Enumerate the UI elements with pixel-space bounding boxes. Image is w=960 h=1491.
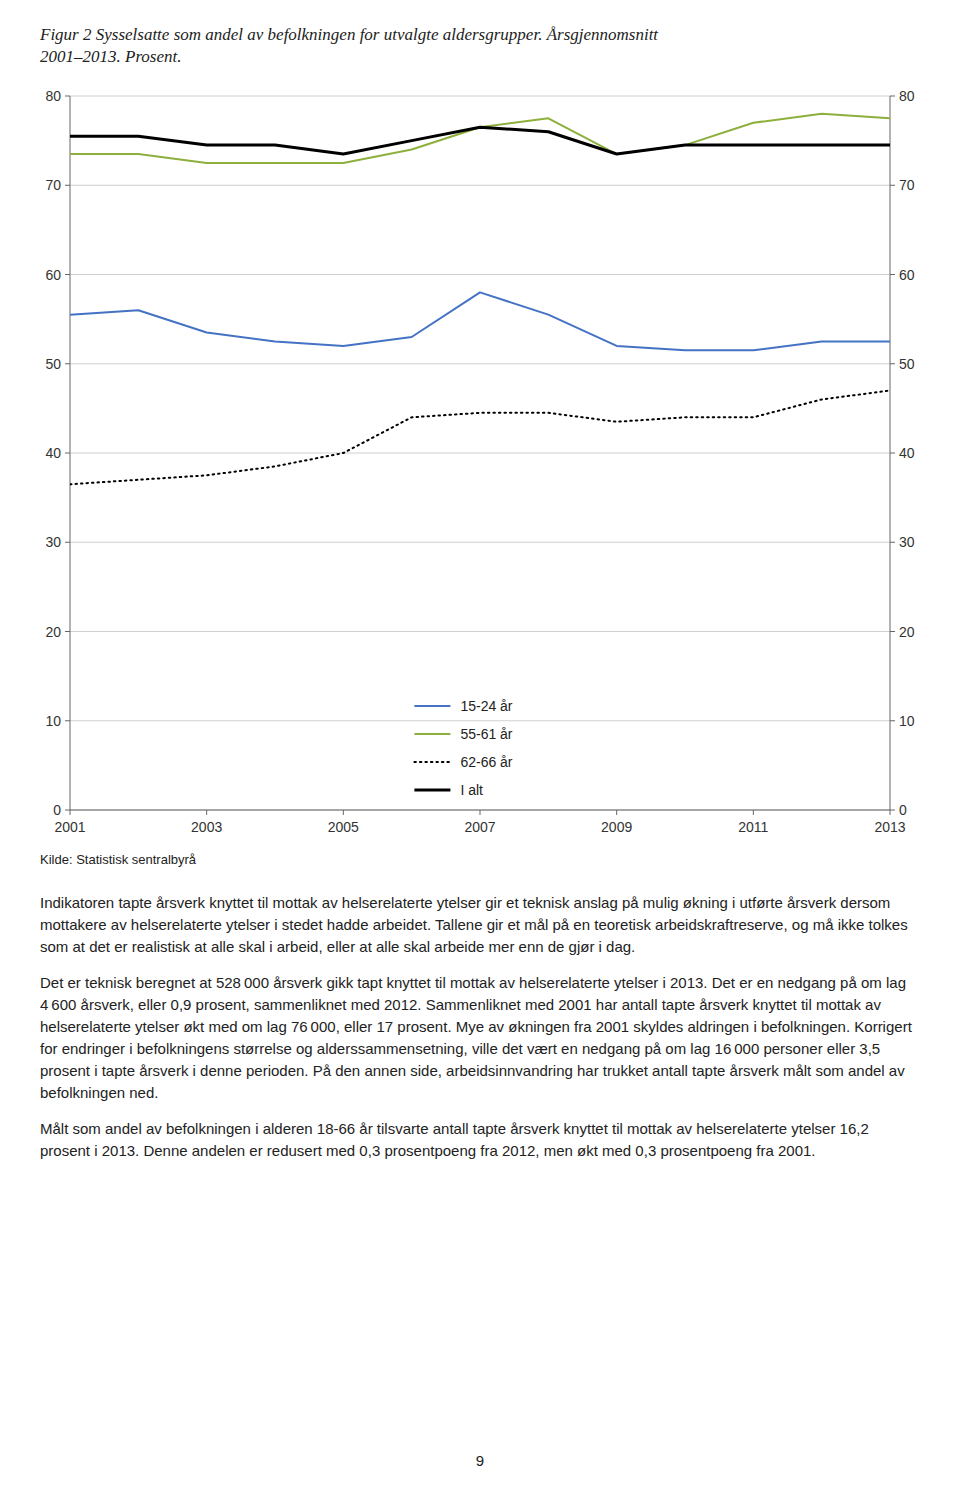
y-tick: [65, 810, 70, 811]
y2-tick: [890, 542, 895, 543]
series-line: [70, 127, 890, 154]
x-tick: [343, 810, 344, 815]
y-tick-label: 60: [45, 267, 61, 283]
legend-swatch: [414, 761, 450, 763]
y2-tick: [890, 363, 895, 364]
page: Figur 2 Sysselsatte som andel av befolkn…: [0, 0, 960, 1491]
y-tick-label: 30: [45, 534, 61, 550]
x-tick: [616, 810, 617, 815]
axes: 0 10 20 30 40 50 60 70 80 0 10 20 30 40 50 60 70 80 2001 20…: [45, 88, 914, 835]
y-tick: [65, 453, 70, 454]
y-tick-label: 40: [45, 445, 61, 461]
chart-subtitle: 2001–2013. Prosent.: [40, 46, 920, 68]
legend-label: I alt: [460, 782, 483, 798]
y2-tick-label: 50: [899, 356, 915, 372]
y-tick: [65, 542, 70, 543]
y-tick: [65, 720, 70, 721]
y2-tick: [890, 631, 895, 632]
y-tick: [65, 185, 70, 186]
grid-line: [70, 720, 890, 721]
x-tick: [480, 810, 481, 815]
y-tick-label: 10: [45, 713, 61, 729]
legend-label: 55-61 år: [460, 726, 512, 742]
x-tick: [206, 810, 207, 815]
page-number: 9: [0, 1452, 960, 1469]
grid-line: [70, 453, 890, 454]
y-tick: [65, 274, 70, 275]
y2-tick-label: 0: [899, 802, 907, 818]
grid-line: [70, 185, 890, 186]
grid: [70, 96, 890, 810]
y2-tick: [890, 720, 895, 721]
series-line: [70, 391, 890, 485]
y-tick-label: 70: [45, 177, 61, 193]
y2-tick: [890, 453, 895, 454]
grid-line: [70, 274, 890, 275]
legend-label: 15-24 år: [460, 698, 512, 714]
x-tick-label: 2013: [874, 819, 905, 835]
source-note: Kilde: Statistisk sentralbyrå: [40, 852, 196, 867]
paragraph: Indikatoren tapte årsverk knyttet til mo…: [40, 892, 920, 958]
y2-tick-label: 10: [899, 713, 915, 729]
y2-tick: [890, 274, 895, 275]
y-tick: [65, 631, 70, 632]
y-tick-label: 50: [45, 356, 61, 372]
legend-swatch: [414, 733, 450, 735]
chart: 0 10 20 30 40 50 60 70 80 0 10 20 30 40 50 60 70 80 2001 20…: [0, 80, 960, 840]
paragraph: Målt som andel av befolkningen i alderen…: [40, 1118, 920, 1162]
legend-label: 62-66 år: [460, 754, 512, 770]
series-line: [70, 292, 890, 350]
y2-tick-label: 60: [899, 267, 915, 283]
y2-tick-label: 40: [899, 445, 915, 461]
y2-tick: [890, 96, 895, 97]
x-tick-label: 2001: [54, 819, 85, 835]
y-tick: [65, 363, 70, 364]
legend-swatch: [414, 705, 450, 707]
y2-tick-label: 70: [899, 177, 915, 193]
y2-tick: [890, 185, 895, 186]
grid-line: [70, 542, 890, 543]
series-line: [70, 114, 890, 163]
x-tick-label: 2003: [191, 819, 222, 835]
plot-area: [70, 114, 890, 484]
grid-line: [70, 96, 890, 97]
x-tick-label: 2007: [464, 819, 495, 835]
x-tick: [70, 810, 71, 815]
y-tick-label: 80: [45, 88, 61, 104]
x-tick-label: 2005: [328, 819, 359, 835]
legend-swatch: [414, 789, 450, 792]
y-tick-label: 0: [53, 802, 61, 818]
grid-line: [70, 363, 890, 364]
legend: 15-24 år 55-61 år 62-66 år I alt: [414, 698, 512, 798]
y2-tick: [890, 810, 895, 811]
body-text: Indikatoren tapte årsverk knyttet til mo…: [40, 892, 920, 1176]
x-tick: [890, 810, 891, 815]
x-tick-label: 2011: [738, 819, 768, 835]
y-tick: [65, 96, 70, 97]
paragraph: Det er teknisk beregnet at 528 000 årsve…: [40, 972, 920, 1104]
grid-line: [70, 631, 890, 632]
chart-title: Figur 2 Sysselsatte som andel av befolkn…: [40, 24, 920, 46]
x-tick: [753, 810, 754, 815]
y-tick-label: 20: [45, 624, 61, 640]
y2-tick-label: 30: [899, 534, 915, 550]
y2-tick-label: 20: [899, 624, 915, 640]
x-tick-label: 2009: [601, 819, 632, 835]
y2-tick-label: 80: [899, 88, 915, 104]
